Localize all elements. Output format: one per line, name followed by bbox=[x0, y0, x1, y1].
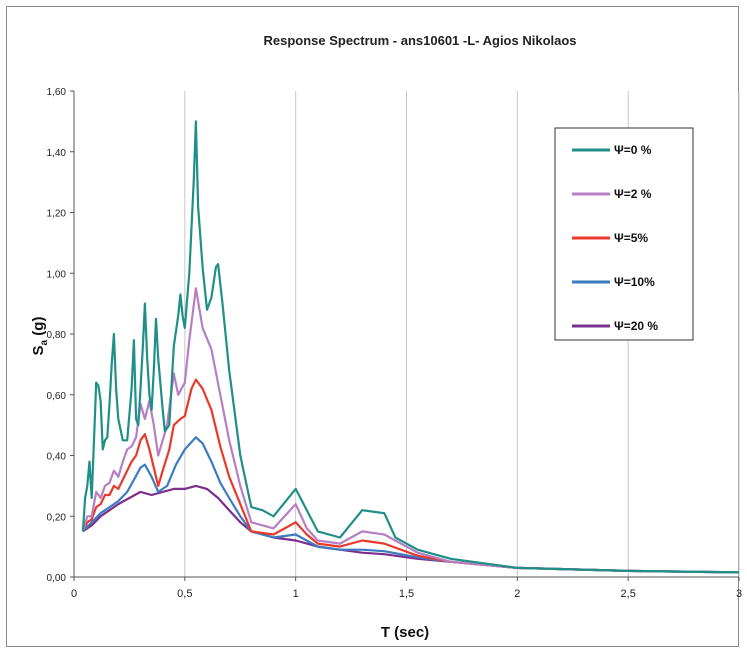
x-tick-label-0: 0 bbox=[71, 588, 77, 600]
y-tick-label-3: 0,60 bbox=[47, 391, 67, 402]
x-tick-label-4: 2 bbox=[514, 588, 520, 600]
y-tick-label-6: 1,20 bbox=[47, 209, 67, 220]
x-tick-label-2: 1 bbox=[293, 588, 299, 600]
y-tick-label-8: 1,60 bbox=[47, 87, 67, 98]
x-tick-label-3: 1,5 bbox=[399, 588, 414, 600]
x-tick-labels: 0 0,5 1 1,5 2 2,5 3 bbox=[71, 577, 742, 600]
x-tick-label-6: 3 bbox=[736, 588, 742, 600]
x-axis-label: T (sec) bbox=[381, 624, 429, 641]
series-line-4 bbox=[82, 484, 740, 574]
legend-label-4: Ψ=20 % bbox=[614, 319, 658, 333]
legend-label-3: Ψ=10% bbox=[614, 275, 655, 289]
y-axis-label-sub: a bbox=[39, 339, 50, 345]
legend-label-2: Ψ=5% bbox=[614, 231, 648, 245]
series-lines bbox=[81, 120, 740, 574]
legend-box bbox=[554, 127, 694, 341]
x-tick-label-1: 0,5 bbox=[177, 588, 192, 600]
series-line-2 bbox=[81, 378, 740, 574]
y-tick-label-0: 0,00 bbox=[47, 573, 67, 584]
legend: Ψ=0 % Ψ=2 % Ψ=5% Ψ=10% Ψ=20 % bbox=[554, 127, 694, 341]
series-line-3 bbox=[82, 436, 740, 574]
y-tick-label-7: 1,40 bbox=[47, 148, 67, 159]
y-tick-label-5: 1,00 bbox=[47, 269, 67, 280]
chart-title: Response Spectrum - ans10601 -L- Agios N… bbox=[263, 33, 576, 48]
y-axis-label-main: S bbox=[30, 345, 47, 355]
y-axis-label: Sa (g) bbox=[30, 317, 50, 356]
y-tick-label-4: 0,80 bbox=[47, 330, 67, 341]
series-line-1 bbox=[81, 287, 740, 574]
x-tick-label-5: 2,5 bbox=[621, 588, 636, 600]
series-line-0 bbox=[81, 120, 740, 574]
y-tick-label-1: 0,20 bbox=[47, 512, 67, 523]
legend-label-1: Ψ=2 % bbox=[614, 187, 652, 201]
y-axis-label-unit: (g) bbox=[30, 317, 47, 340]
y-tick-label-2: 0,40 bbox=[47, 452, 67, 463]
y-tick-labels: 0,00 0,20 0,40 0,60 0,80 1,00 1,20 1,40 1,60 bbox=[47, 87, 74, 584]
legend-label-0: Ψ=0 % bbox=[614, 143, 652, 157]
